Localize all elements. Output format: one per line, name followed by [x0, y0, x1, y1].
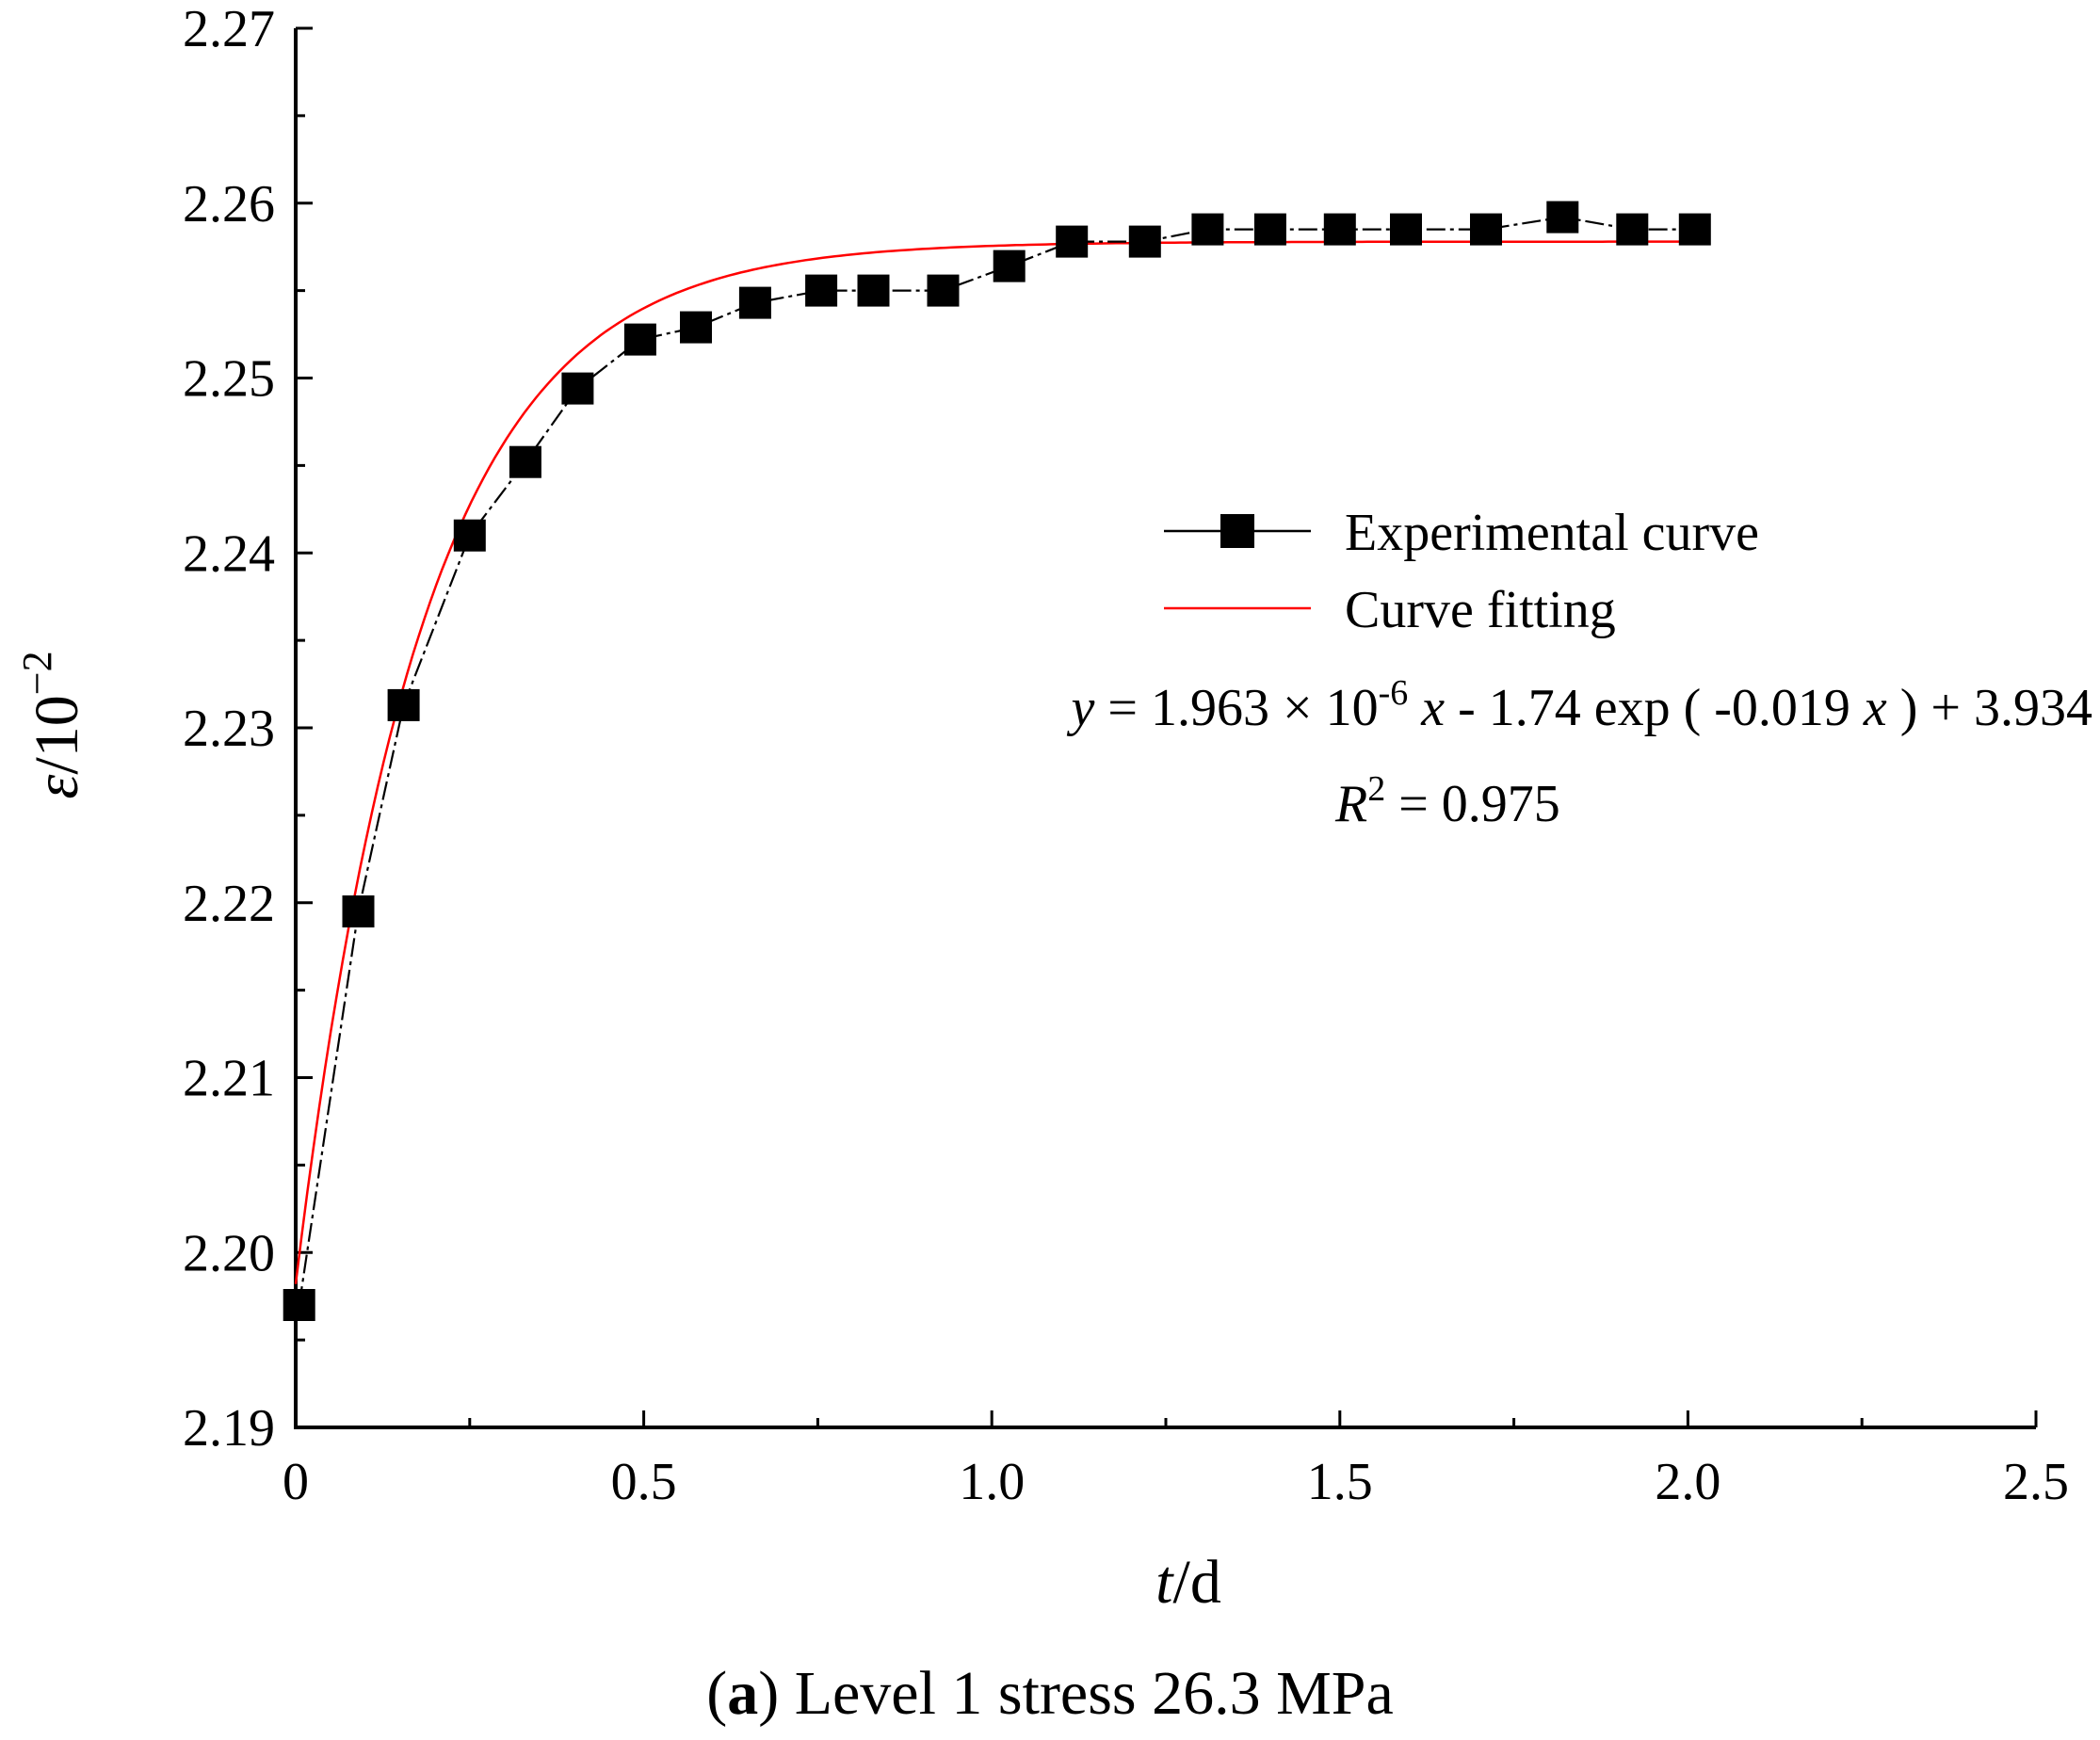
experimental-point [1128, 225, 1161, 258]
experimental-point [561, 372, 594, 405]
experimental-point [623, 323, 656, 356]
x-tick-label: 1.0 [959, 1453, 1025, 1511]
eq-var-y: y [1067, 679, 1095, 737]
experimental-point [283, 1289, 315, 1321]
y-tick-label: 2.21 [183, 1050, 275, 1108]
legend-label-fitting: Curve fitting [1345, 581, 1616, 639]
x-axis-unit: /d [1173, 1548, 1221, 1617]
experimental-line [298, 216, 1695, 1306]
caption-label: a [727, 1659, 758, 1728]
experimental-point [805, 274, 838, 307]
eq-exponent: -6 [1379, 673, 1409, 713]
y-tick-label: 2.27 [183, 0, 275, 58]
experimental-point [1390, 213, 1422, 246]
experimental-point [993, 250, 1026, 282]
y-tick-label: 2.24 [183, 524, 275, 583]
x-tick-label: 1.5 [1307, 1453, 1373, 1511]
x-tick-label: 2.0 [1655, 1453, 1720, 1511]
series-curve-fitting [294, 240, 1703, 1284]
r-squared-annotation: R2 = 0.975 [1334, 769, 1560, 833]
legend-marker-experimental [1220, 514, 1254, 548]
y-tick-label: 2.19 [183, 1399, 275, 1458]
tick-labels: 2.19 2.20 2.21 2.22 2.23 2.24 2.25 2.26 2.27 0 0.5… [183, 0, 2069, 1511]
x-tick-label: 0.5 [611, 1453, 677, 1511]
experimental-point [857, 274, 890, 307]
y-tick-label: 2.26 [183, 175, 275, 234]
r2-value: = 0.975 [1385, 775, 1560, 833]
y-axis-unit: /10 [23, 695, 91, 774]
x-axis-var: t [1155, 1548, 1174, 1617]
experimental-point [1678, 213, 1711, 246]
experimental-point [1546, 201, 1579, 234]
experimental-point [387, 688, 420, 721]
y-axis-var: ε [23, 775, 91, 799]
experimental-point [1470, 213, 1502, 246]
fit-curve-line [294, 240, 1703, 1284]
experimental-point [1191, 213, 1224, 246]
eq-constant: ) + 3.934 [1887, 679, 2092, 737]
figure-caption: (a) Level 1 stress 26.3 MPa [706, 1659, 1394, 1728]
experimental-point [453, 519, 486, 552]
y-tick-label: 2.25 [183, 350, 275, 409]
r2-exponent: 2 [1367, 769, 1385, 809]
experimental-point [1056, 225, 1089, 258]
eq-var-x-2: x [1863, 679, 1887, 737]
y-axis-title: ε/10−2 [14, 651, 91, 798]
experimental-point [1253, 213, 1286, 246]
eq-coef: = 1.963 × 10 [1094, 679, 1378, 737]
experimental-point [1323, 213, 1356, 246]
x-tick-label: 2.5 [2003, 1453, 2069, 1511]
x-axis-title: t/d [1155, 1548, 1221, 1617]
equation-annotation: y = 1.963 × 10-6 x - 1.74 exp ( -0.019 x… [1067, 673, 2092, 737]
experimental-point [927, 274, 960, 307]
y-axis-exponent: −2 [14, 651, 60, 695]
y-tick-label: 2.22 [183, 875, 275, 933]
y-tick-label: 2.20 [183, 1224, 275, 1282]
y-tick-label: 2.23 [183, 700, 275, 758]
r2-var: R [1334, 775, 1367, 833]
experimental-point [738, 286, 771, 319]
eq-var-x-1: x [1420, 679, 1445, 737]
legend: Experimental curve Curve fitting [1164, 504, 1759, 639]
x-tick-label: 0 [283, 1453, 309, 1511]
legend-label-experimental: Experimental curve [1345, 504, 1759, 562]
experimental-point [342, 895, 375, 927]
caption-paren-close: ) [758, 1659, 779, 1728]
experimental-point [1616, 213, 1649, 246]
caption-paren-open: ( [706, 1659, 727, 1728]
experimental-point [680, 311, 712, 344]
ticks [294, 26, 2038, 1429]
series-experimental-curve [283, 201, 1711, 1321]
caption-text: Level 1 stress 26.3 MPa [779, 1659, 1394, 1728]
experimental-point [509, 445, 541, 478]
eq-space [1408, 679, 1421, 737]
eq-exp-term: - 1.74 exp ( -0.019 [1445, 679, 1864, 737]
